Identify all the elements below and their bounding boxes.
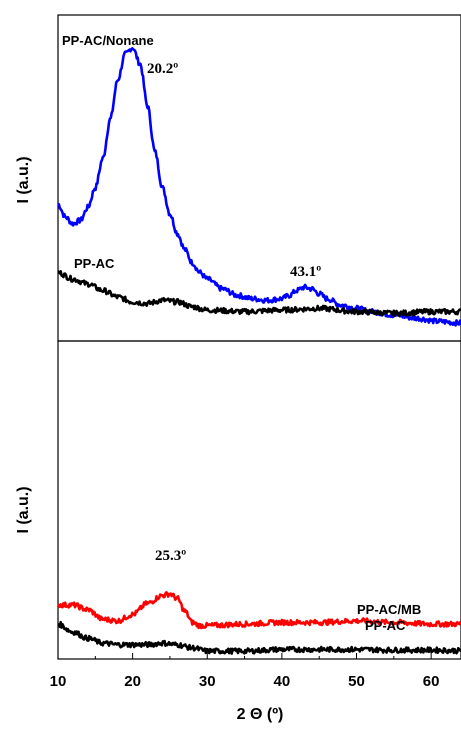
top-y-axis-title: I (a.u.): [15, 156, 32, 203]
label-pp-ac-bottom: PP-AC: [365, 618, 406, 633]
x-tick-label-60: 60: [423, 673, 440, 690]
series-line-pp-ac-bottom: [57, 620, 461, 655]
bottom-panel-curves: [56, 591, 461, 655]
x-tick-label-50: 50: [348, 673, 365, 690]
x-tick-label-30: 30: [199, 673, 216, 690]
top-panel-curves: [57, 47, 461, 327]
peak-annotation-43-1: 43.1º: [290, 264, 321, 280]
series-line-pp-ac-mb-bottom: [56, 591, 461, 630]
x-tick-label-20: 20: [124, 673, 141, 690]
x-tick-label-10: 10: [50, 673, 67, 690]
series-line-pp-ac-top: [57, 270, 461, 318]
x-axis-title: 2 Θ (º): [237, 706, 284, 723]
label-pp-ac-top: PP-AC: [74, 256, 115, 271]
bottom-panel-frame: [57, 340, 461, 660]
label-pp-ac-nonane: PP-AC/Nonane: [62, 33, 154, 48]
bottom-y-axis-title: I (a.u.): [15, 486, 32, 533]
x-axis-ticks: 10 20 30 40 50 60: [50, 653, 440, 690]
peak-annotation-25-3: 25.3º: [155, 548, 186, 564]
peak-annotation-20-2: 20.2º: [147, 61, 178, 77]
top-panel-frame: [57, 14, 461, 342]
x-tick-label-40: 40: [274, 673, 291, 690]
label-pp-ac-mb: PP-AC/MB: [357, 602, 421, 617]
series-line-pp-ac-nonane-top: [57, 47, 461, 327]
